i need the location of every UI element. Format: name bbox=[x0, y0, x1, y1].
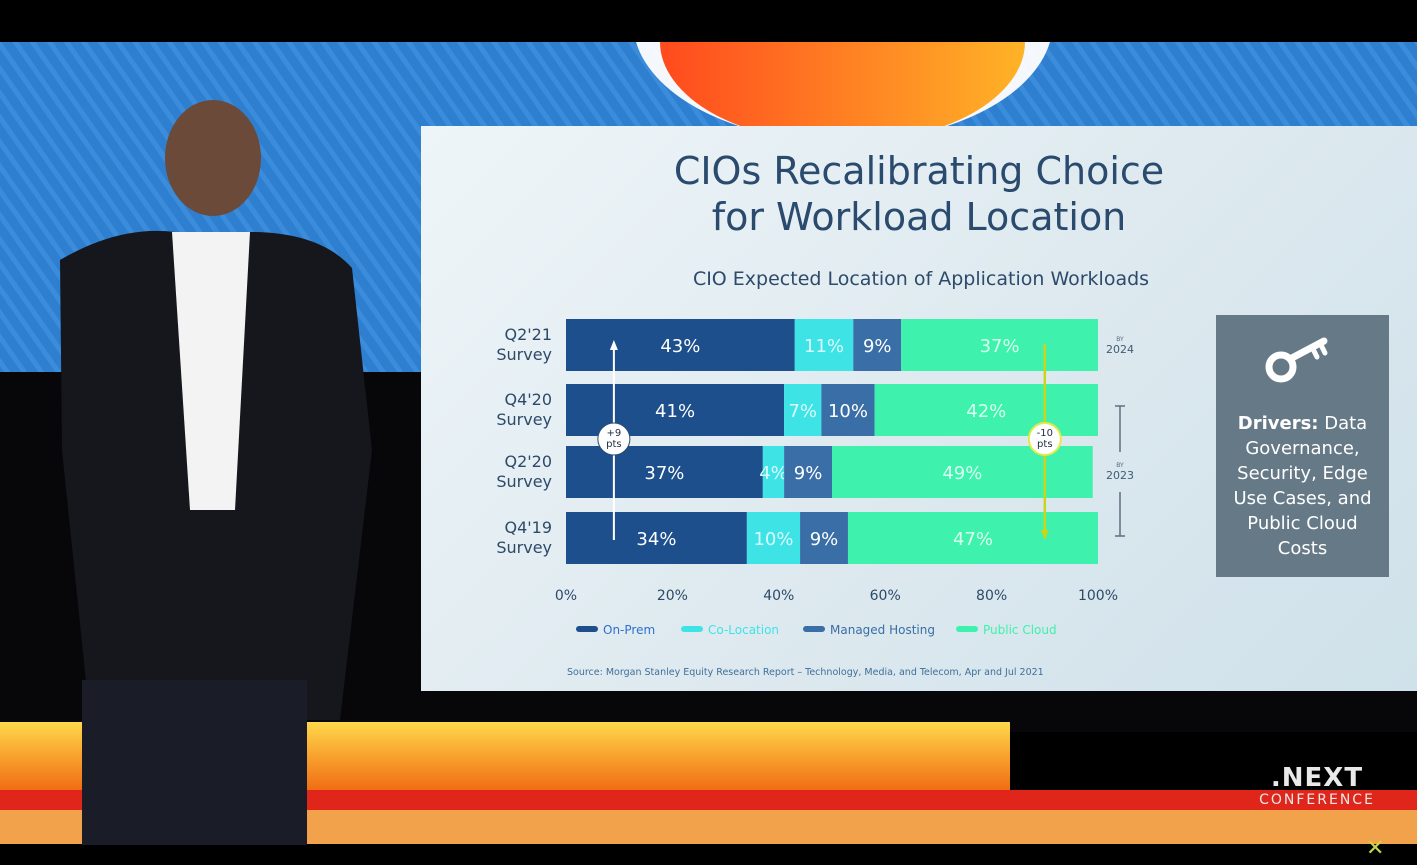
bar-label-3-0: 37% bbox=[980, 336, 1020, 357]
x-tick-2: 40% bbox=[763, 588, 794, 604]
bar-co-location-0 bbox=[794, 319, 854, 371]
category-label-0-1: Survey bbox=[496, 345, 552, 364]
legend-swatch-0 bbox=[576, 626, 598, 632]
drivers-label: Drivers: bbox=[1237, 413, 1319, 434]
cloud-change-text-1: pts bbox=[1037, 439, 1052, 450]
by-year-1: 2023 bbox=[1106, 469, 1134, 482]
bar-on-prem-2 bbox=[566, 446, 763, 498]
legend-swatch-3 bbox=[956, 626, 978, 632]
x-tick-5: 100% bbox=[1078, 588, 1118, 604]
bar-on-prem-0 bbox=[566, 319, 795, 371]
legend-swatch-1 bbox=[681, 626, 703, 632]
bar-label-1-2: 4% bbox=[759, 463, 788, 484]
bar-managed-hosting-2 bbox=[784, 446, 832, 498]
category-label-0-0: Q2'21 bbox=[504, 325, 552, 344]
source-note: Source: Morgan Stanley Equity Research R… bbox=[567, 667, 1044, 678]
category-label-3-0: Q4'19 bbox=[504, 518, 552, 537]
on-prem-change-text-1: pts bbox=[606, 439, 621, 450]
x-tick-3: 60% bbox=[870, 588, 901, 604]
cloud-arrowhead bbox=[1040, 530, 1049, 540]
key-icon bbox=[1265, 337, 1328, 383]
bar-label-1-0: 11% bbox=[804, 336, 844, 357]
bar-co-location-3 bbox=[746, 512, 801, 564]
logo-line-2: CONFERENCE bbox=[1259, 792, 1375, 808]
bracket-lower bbox=[1115, 492, 1125, 537]
category-label-1-1: Survey bbox=[496, 410, 552, 429]
logo-line-1: .NEXT bbox=[1270, 763, 1364, 793]
category-label-2-1: Survey bbox=[496, 472, 552, 491]
legend-label-0: On-Prem bbox=[603, 623, 655, 637]
bar-label-2-0: 9% bbox=[863, 336, 892, 357]
category-label-1-0: Q4'20 bbox=[504, 390, 552, 409]
cloud-change-text-0: -10 bbox=[1037, 428, 1053, 439]
bar-co-location-2 bbox=[762, 446, 785, 498]
bar-label-0-3: 34% bbox=[636, 529, 676, 550]
bars-group: 43% 11% 9% 37% 41% 7% 10% 42% 37% 4% 9% 49% 34% 10% 9%… bbox=[566, 319, 1098, 564]
by-year-prefix-0: BY bbox=[1116, 336, 1124, 343]
bar-label-0-0: 43% bbox=[660, 336, 700, 357]
on-prem-arrowhead bbox=[609, 340, 618, 350]
legend-swatch-2 bbox=[803, 626, 825, 632]
on-prem-change-badge bbox=[597, 422, 631, 456]
legend-label-3: Public Cloud bbox=[983, 623, 1057, 637]
bar-public-cloud-3 bbox=[847, 512, 1098, 564]
bar-public-cloud-0 bbox=[901, 319, 1098, 371]
slide-title-line-2: for Workload Location bbox=[711, 195, 1127, 239]
bar-label-1-3: 10% bbox=[753, 529, 793, 550]
bar-managed-hosting-1 bbox=[821, 384, 875, 436]
bar-managed-hosting-3 bbox=[800, 512, 848, 564]
bar-label-3-3: 47% bbox=[953, 529, 993, 550]
x-logo-icon: ✕ bbox=[1366, 836, 1385, 861]
bracket-upper bbox=[1115, 405, 1125, 452]
bar-label-3-2: 49% bbox=[942, 463, 982, 484]
on-prem-change-text-0: +9 bbox=[607, 428, 622, 439]
category-labels: Q2'21SurveyQ4'20SurveyQ2'20SurveyQ4'19Su… bbox=[496, 325, 552, 557]
drivers-box: Drivers: Data Governance, Security, Edge… bbox=[1216, 315, 1389, 577]
slide-title-line-1: CIOs Recalibrating Choice bbox=[673, 149, 1165, 193]
by-year-prefix-1: BY bbox=[1116, 462, 1124, 469]
next-conference-logo: .NEXT CONFERENCE bbox=[1252, 763, 1382, 807]
cloud-change-badge bbox=[1027, 422, 1062, 456]
legend-label-2: Managed Hosting bbox=[830, 623, 935, 637]
legend: On-Prem Co-Location Managed Hosting Public … bbox=[576, 623, 1057, 637]
x-tick-1: 20% bbox=[657, 588, 688, 604]
x-axis-ticks: 0% 20% 40% 60% 80% 100% bbox=[555, 588, 1118, 604]
drivers-description: Data Governance, Security, Edge Use Case… bbox=[1233, 413, 1372, 559]
bar-co-location-1 bbox=[784, 384, 822, 436]
bar-label-2-1: 10% bbox=[828, 401, 868, 422]
drivers-text: Drivers: Data Governance, Security, Edge… bbox=[1222, 411, 1383, 561]
bar-public-cloud-1 bbox=[874, 384, 1098, 436]
category-label-2-0: Q2'20 bbox=[504, 452, 552, 471]
slide-title: CIOs Recalibrating Choice for Workload L… bbox=[421, 148, 1417, 240]
bar-label-3-1: 42% bbox=[966, 401, 1006, 422]
bar-label-1-1: 7% bbox=[788, 401, 817, 422]
by-year-0: 2024 bbox=[1106, 343, 1134, 356]
bar-managed-hosting-0 bbox=[853, 319, 902, 371]
legend-label-1: Co-Location bbox=[708, 623, 779, 637]
bar-label-0-2: 37% bbox=[644, 463, 684, 484]
presenter-silhouette bbox=[60, 100, 372, 845]
bar-label-0-1: 41% bbox=[655, 401, 695, 422]
x-tick-0: 0% bbox=[555, 588, 577, 604]
x-tick-4: 80% bbox=[976, 588, 1007, 604]
bar-label-2-3: 9% bbox=[810, 529, 839, 550]
bar-on-prem-3 bbox=[566, 512, 747, 564]
chart-title: CIO Expected Location of Application Wor… bbox=[692, 268, 1150, 290]
bar-label-2-2: 9% bbox=[794, 463, 823, 484]
category-label-3-1: Survey bbox=[496, 538, 552, 557]
